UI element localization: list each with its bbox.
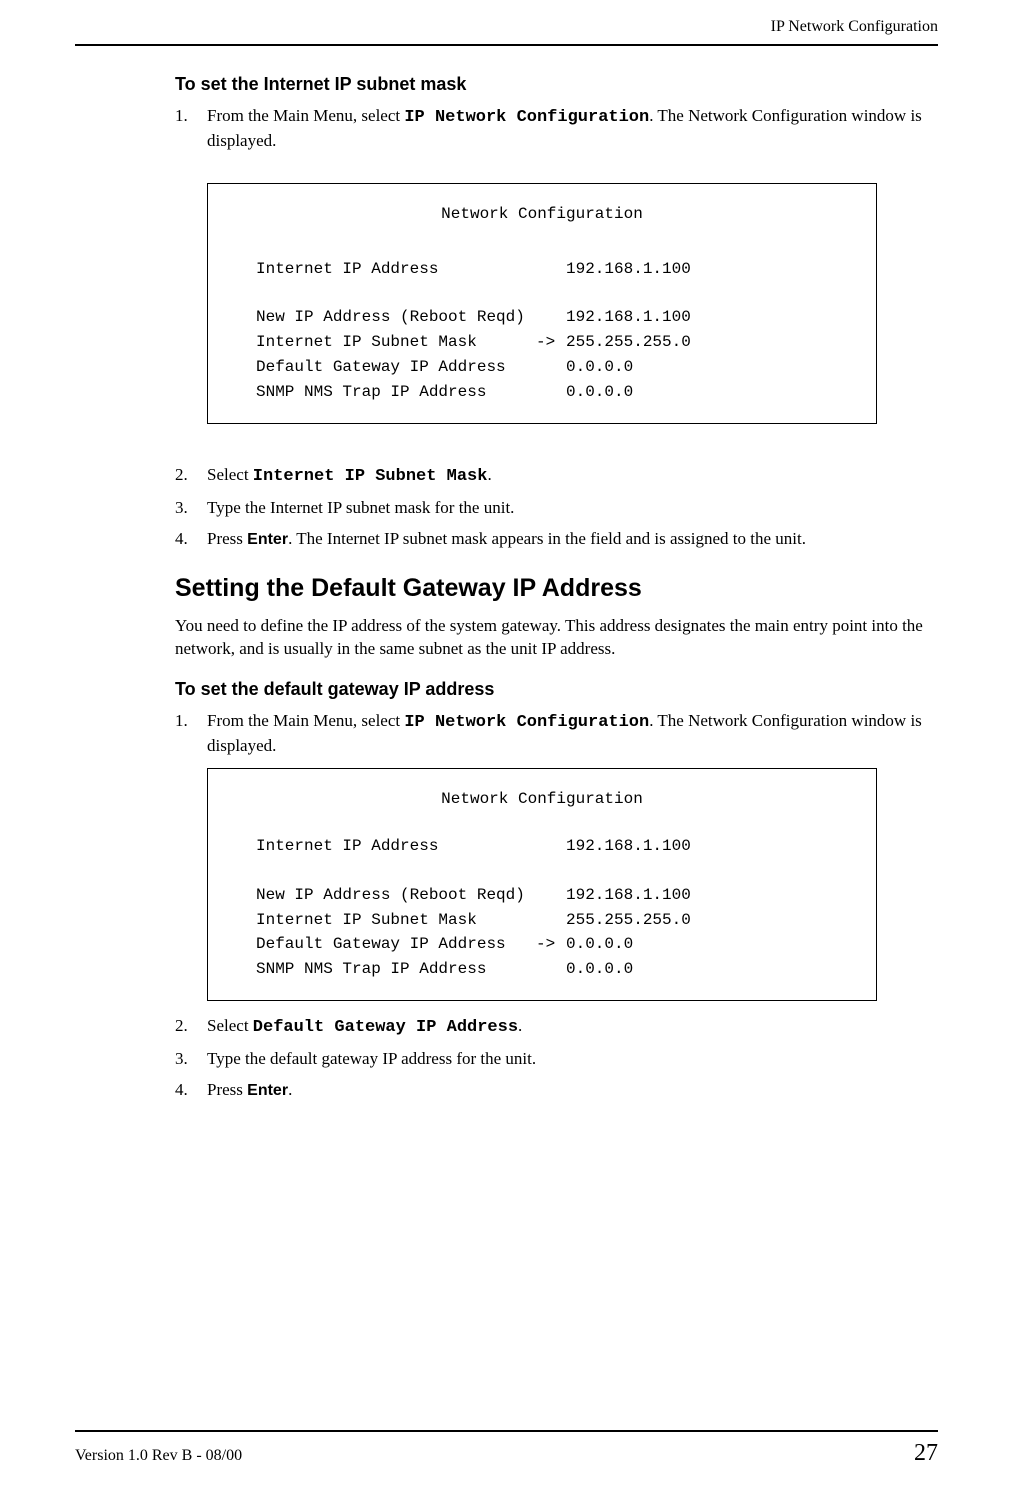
terminal-title: Network Configuration (208, 787, 876, 812)
terminal-row: Default Gateway IP Address->0.0.0.0 (208, 932, 876, 957)
terminal-arrow: -> (536, 932, 566, 957)
terminal-row: SNMP NMS Trap IP Address 0.0.0.0 (208, 380, 876, 405)
step-mono: IP Network Configuration (404, 713, 649, 732)
step-2-4: 4. Press Enter. (175, 1079, 938, 1102)
terminal-row: New IP Address (Reboot Reqd) 192.168.1.10… (208, 305, 876, 330)
step-number: 4. (175, 528, 188, 551)
terminal-label: Default Gateway IP Address (256, 932, 536, 957)
step-text: . (518, 1016, 522, 1035)
terminal-title: Network Configuration (208, 202, 876, 227)
step-number: 4. (175, 1079, 188, 1102)
terminal-label: Default Gateway IP Address (256, 355, 536, 380)
steps-list-2b: 2. Select Default Gateway IP Address. 3.… (175, 1015, 938, 1102)
step-2-1: 1. From the Main Menu, select IP Network… (175, 710, 938, 758)
terminal-row: Internet IP Subnet Mask->255.255.255.0 (208, 330, 876, 355)
step-text: . (487, 465, 491, 484)
terminal-rows: Internet IP Address192.168.1.100New IP A… (208, 834, 876, 982)
step-text: From the Main Menu, select (207, 711, 404, 730)
terminal-label: SNMP NMS Trap IP Address (256, 380, 536, 405)
terminal-value: 255.255.255.0 (566, 330, 876, 355)
step-text: . (288, 1080, 292, 1099)
step-text: Type the default gateway IP address for … (207, 1049, 536, 1068)
step-text: Type the Internet IP subnet mask for the… (207, 498, 514, 517)
steps-list-2: 1. From the Main Menu, select IP Network… (175, 710, 938, 758)
step-2-2: 2. Select Default Gateway IP Address. (175, 1015, 938, 1040)
terminal-rows: Internet IP Address192.168.1.100New IP A… (208, 257, 876, 405)
footer: Version 1.0 Rev B - 08/00 27 (75, 1430, 938, 1467)
terminal-arrow (536, 908, 566, 933)
intro-paragraph: You need to define the IP address of the… (175, 615, 938, 661)
terminal-label: Internet IP Address (256, 257, 536, 282)
step-number: 3. (175, 1048, 188, 1071)
footer-rule (75, 1430, 938, 1432)
terminal-arrow (536, 305, 566, 330)
footer-page-number: 27 (914, 1440, 938, 1467)
step-bold: Enter (247, 1082, 288, 1099)
terminal-arrow (536, 380, 566, 405)
terminal-arrow (536, 883, 566, 908)
step-1-4: 4. Press Enter. The Internet IP subnet m… (175, 528, 938, 551)
terminal-box-1: Network Configuration Internet IP Addres… (207, 183, 877, 424)
terminal-value: 255.255.255.0 (566, 908, 876, 933)
step-mono: Default Gateway IP Address (253, 1018, 518, 1037)
terminal-spacer (208, 281, 876, 305)
terminal-spacer (208, 859, 876, 883)
terminal-value: 0.0.0.0 (566, 380, 876, 405)
terminal-arrow (536, 257, 566, 282)
terminal-value: 192.168.1.100 (566, 305, 876, 330)
steps-list-1b: 2. Select Internet IP Subnet Mask. 3. Ty… (175, 464, 938, 551)
step-text: From the Main Menu, select (207, 106, 404, 125)
section-heading-gateway: Setting the Default Gateway IP Address (175, 574, 938, 603)
step-bold: Enter (247, 531, 288, 548)
task-heading-gateway: To set the default gateway IP address (175, 679, 938, 700)
footer-row: Version 1.0 Rev B - 08/00 27 (75, 1440, 938, 1467)
step-mono: IP Network Configuration (404, 108, 649, 127)
step-number: 2. (175, 1015, 188, 1038)
terminal-label: New IP Address (Reboot Reqd) (256, 305, 536, 330)
terminal-row: Internet IP Address 192.168.1.100 (208, 257, 876, 282)
terminal-arrow (536, 834, 566, 859)
step-text: Press (207, 529, 247, 548)
step-mono: Internet IP Subnet Mask (253, 467, 488, 486)
terminal-box-2: Network Configuration Internet IP Addres… (207, 768, 877, 1001)
terminal-value: 0.0.0.0 (566, 932, 876, 957)
step-number: 1. (175, 105, 188, 128)
footer-version: Version 1.0 Rev B - 08/00 (75, 1447, 242, 1465)
terminal-row: New IP Address (Reboot Reqd) 192.168.1.10… (208, 883, 876, 908)
steps-list-1: 1. From the Main Menu, select IP Network… (175, 105, 938, 153)
step-text: Press (207, 1080, 247, 1099)
terminal-label: Internet IP Subnet Mask (256, 330, 536, 355)
terminal-label: New IP Address (Reboot Reqd) (256, 883, 536, 908)
terminal-label: Internet IP Address (256, 834, 536, 859)
terminal-value: 192.168.1.100 (566, 834, 876, 859)
step-text: Select (207, 465, 253, 484)
header-title: IP Network Configuration (0, 0, 1013, 44)
step-number: 1. (175, 710, 188, 733)
step-1-2: 2. Select Internet IP Subnet Mask. (175, 464, 938, 489)
terminal-label: SNMP NMS Trap IP Address (256, 957, 536, 982)
terminal-row: Internet IP Subnet Mask 255.255.255.0 (208, 908, 876, 933)
step-number: 3. (175, 497, 188, 520)
task-heading-subnet: To set the Internet IP subnet mask (175, 74, 938, 95)
terminal-value: 192.168.1.100 (566, 883, 876, 908)
step-text: Select (207, 1016, 253, 1035)
terminal-arrow (536, 355, 566, 380)
step-text: . The Internet IP subnet mask appears in… (288, 529, 806, 548)
terminal-arrow: -> (536, 330, 566, 355)
step-1-1: 1. From the Main Menu, select IP Network… (175, 105, 938, 153)
step-1-3: 3. Type the Internet IP subnet mask for … (175, 497, 938, 520)
terminal-value: 0.0.0.0 (566, 957, 876, 982)
terminal-value: 0.0.0.0 (566, 355, 876, 380)
terminal-row: Internet IP Address 192.168.1.100 (208, 834, 876, 859)
step-2-3: 3. Type the default gateway IP address f… (175, 1048, 938, 1071)
terminal-value: 192.168.1.100 (566, 257, 876, 282)
step-number: 2. (175, 464, 188, 487)
terminal-row: SNMP NMS Trap IP Address 0.0.0.0 (208, 957, 876, 982)
terminal-arrow (536, 957, 566, 982)
main-content: To set the Internet IP subnet mask 1. Fr… (0, 46, 1013, 1102)
terminal-row: Default Gateway IP Address 0.0.0.0 (208, 355, 876, 380)
terminal-label: Internet IP Subnet Mask (256, 908, 536, 933)
